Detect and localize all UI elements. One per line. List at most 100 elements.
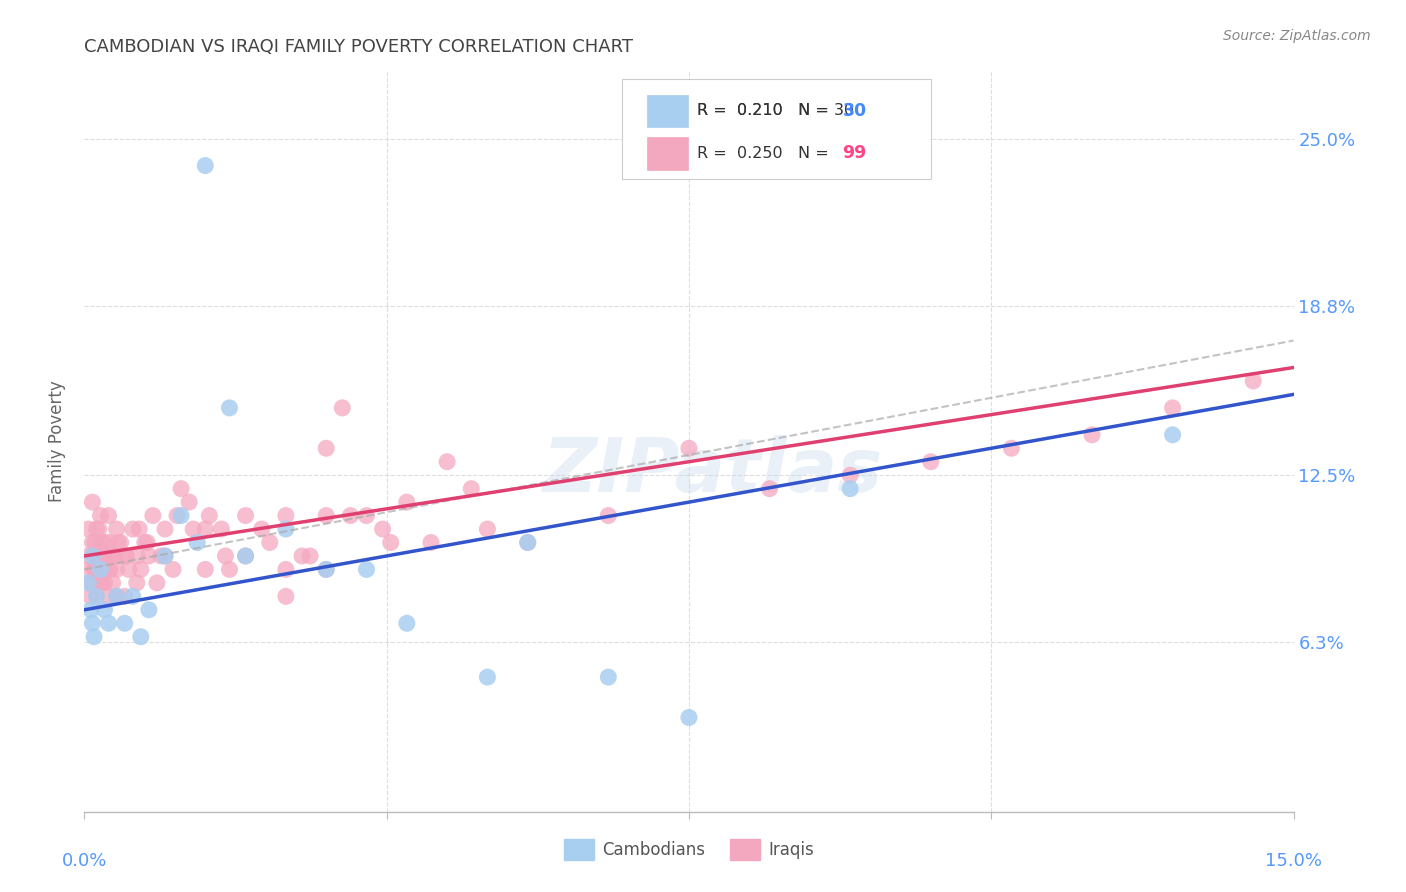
Point bbox=[181, 522, 204, 536]
Point bbox=[114, 616, 136, 631]
Point bbox=[218, 401, 240, 415]
Point bbox=[86, 590, 108, 604]
Point bbox=[214, 549, 236, 563]
Point bbox=[77, 549, 100, 563]
Text: 99: 99 bbox=[842, 145, 866, 162]
Point bbox=[101, 549, 124, 563]
Point bbox=[80, 590, 103, 604]
Point bbox=[339, 508, 361, 523]
Point bbox=[356, 508, 378, 523]
Text: CAMBODIAN VS IRAQI FAMILY POVERTY CORRELATION CHART: CAMBODIAN VS IRAQI FAMILY POVERTY CORREL… bbox=[84, 38, 633, 56]
Point bbox=[194, 159, 217, 173]
Point bbox=[83, 562, 105, 576]
Point bbox=[209, 522, 232, 536]
Point bbox=[134, 535, 156, 549]
Point bbox=[77, 575, 100, 590]
Text: R =  0.210   N = 30: R = 0.210 N = 30 bbox=[697, 103, 855, 119]
Point bbox=[110, 535, 132, 549]
Point bbox=[87, 575, 110, 590]
Point bbox=[101, 575, 124, 590]
FancyBboxPatch shape bbox=[647, 95, 688, 128]
Point bbox=[86, 590, 108, 604]
Point bbox=[516, 535, 538, 549]
Point bbox=[179, 495, 201, 509]
Point bbox=[436, 455, 458, 469]
Point bbox=[315, 442, 337, 456]
Point bbox=[97, 590, 120, 604]
Point bbox=[97, 616, 120, 631]
Point bbox=[259, 535, 281, 549]
Point bbox=[395, 495, 418, 509]
Point bbox=[598, 508, 620, 523]
Point bbox=[420, 535, 443, 549]
Point bbox=[839, 468, 862, 483]
Point bbox=[125, 549, 148, 563]
Point bbox=[235, 549, 257, 563]
Point bbox=[129, 630, 152, 644]
Point bbox=[118, 562, 141, 576]
Point bbox=[1081, 427, 1104, 442]
Point bbox=[86, 562, 108, 576]
Point bbox=[91, 549, 114, 563]
Point bbox=[129, 562, 152, 576]
Point bbox=[89, 535, 111, 549]
Point bbox=[86, 549, 108, 563]
Point bbox=[104, 549, 127, 563]
Point bbox=[97, 562, 120, 576]
Point bbox=[138, 549, 160, 563]
Point bbox=[105, 562, 128, 576]
Point bbox=[87, 522, 110, 536]
Point bbox=[839, 482, 862, 496]
Point bbox=[477, 522, 499, 536]
Point bbox=[114, 549, 136, 563]
Point bbox=[105, 590, 128, 604]
Point bbox=[80, 575, 103, 590]
Point bbox=[115, 549, 138, 563]
Point bbox=[93, 562, 115, 576]
Point bbox=[142, 508, 165, 523]
Point bbox=[83, 562, 105, 576]
Point bbox=[86, 522, 108, 536]
Point bbox=[83, 630, 105, 644]
Point bbox=[356, 562, 378, 576]
Point bbox=[170, 508, 193, 523]
Point bbox=[315, 508, 337, 523]
Point bbox=[149, 549, 172, 563]
Point bbox=[1161, 427, 1184, 442]
Point bbox=[77, 522, 100, 536]
Text: R =  0.210   N =: R = 0.210 N = bbox=[697, 103, 834, 119]
Point bbox=[153, 549, 176, 563]
Point bbox=[125, 575, 148, 590]
Point bbox=[198, 508, 221, 523]
Point bbox=[82, 616, 104, 631]
Point bbox=[98, 562, 121, 576]
Point bbox=[162, 562, 184, 576]
Y-axis label: Family Poverty: Family Poverty bbox=[48, 381, 66, 502]
Point bbox=[186, 535, 208, 549]
Point bbox=[315, 562, 337, 576]
Point bbox=[274, 508, 297, 523]
Point bbox=[380, 535, 402, 549]
Point bbox=[79, 562, 101, 576]
Point bbox=[80, 603, 103, 617]
Point bbox=[89, 508, 111, 523]
Point bbox=[170, 482, 193, 496]
Point bbox=[250, 522, 273, 536]
Point bbox=[678, 710, 700, 724]
Point bbox=[598, 670, 620, 684]
Point bbox=[395, 616, 418, 631]
Point bbox=[146, 575, 169, 590]
Point bbox=[274, 562, 297, 576]
Point bbox=[153, 549, 176, 563]
Point bbox=[96, 549, 118, 563]
Legend: Cambodians, Iraqis: Cambodians, Iraqis bbox=[557, 832, 821, 866]
Point bbox=[460, 482, 482, 496]
Text: 30: 30 bbox=[842, 102, 866, 120]
Point bbox=[330, 401, 353, 415]
Point bbox=[82, 549, 104, 563]
Point bbox=[82, 495, 104, 509]
Point bbox=[678, 442, 700, 456]
Point bbox=[97, 535, 120, 549]
Point bbox=[274, 522, 297, 536]
Point bbox=[315, 562, 337, 576]
